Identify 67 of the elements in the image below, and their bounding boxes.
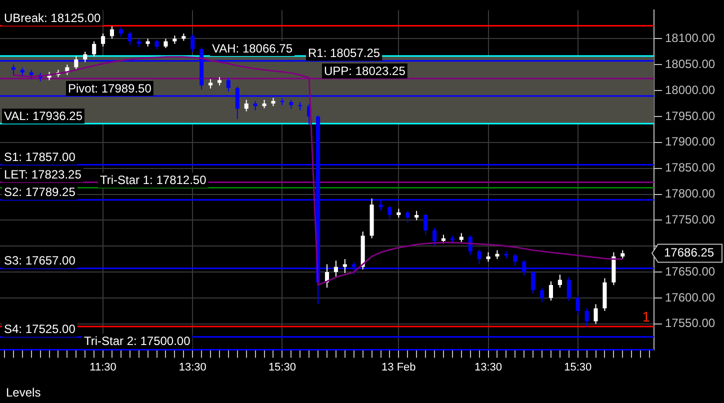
y-tick-label: 17850.00 [665,160,716,175]
x-tick-label: 11:30 [90,361,116,374]
ref-line-label: LET: 17823.25 [4,168,82,182]
candlestick [531,270,536,294]
candlestick [424,213,428,236]
ref-line-label: VAL: 17936.25 [4,108,83,123]
candlestick [101,33,106,47]
candlestick [208,78,213,89]
ref-line-label: S2: 17789.25 [4,185,76,200]
candlestick [83,51,88,63]
candlestick [594,304,598,324]
ref-line-label: Tri-Star 1: 17812.50 [100,173,207,188]
candlestick [406,210,410,224]
text: 17686.25 [664,246,714,260]
candlestick [558,274,562,288]
candlestick [540,287,544,303]
y-tick-label: 17750.00 [665,212,716,226]
ref-line-label: S1: 17857.00 [4,150,76,164]
ref-line-label: UPP: 18023.25 [324,64,406,78]
x-tick-label: 15:30 [564,361,592,374]
candlestick [334,260,338,278]
candlestick [298,101,302,111]
x-tick-label: 13:30 [474,361,502,374]
y-tick-label: 17950.00 [665,108,716,123]
y-tick-label: 18000.00 [665,82,716,97]
candlestick [414,210,419,221]
candlestick [110,26,114,40]
candlestick [253,100,258,111]
candlestick [388,205,392,220]
y-tick-label: 17900.00 [665,134,716,149]
y-tick-label: 17650.00 [665,264,716,278]
candlestick [190,34,195,53]
ref-line-label: R1: 18057.25 [308,46,380,60]
candlestick [92,40,96,57]
ref-line-label: Pivot: 17989.50 [68,81,152,96]
ref-line-label: S3: 17657.00 [4,254,76,268]
y-tick-label: 18050.00 [665,56,716,71]
annotation: 1 [642,308,650,324]
candlestick [154,39,159,50]
candlestick [566,276,571,302]
candlestick [477,249,482,265]
candlestick [486,252,490,262]
ref-line-label: UBreak: 18125.00 [4,11,102,26]
candlestick [584,308,589,327]
y-tick-label: 17600.00 [665,290,716,304]
candlestick [548,280,553,302]
candlestick [226,78,230,92]
text: Levels [6,385,41,400]
candlestick [128,30,132,46]
candlestick [342,258,347,274]
y-tick-label: 17800.00 [665,186,716,201]
x-tick-label: 13 Feb [382,361,416,374]
x-tick-label: 13:30 [178,361,206,374]
candlestick [244,99,248,112]
y-tick-label: 18100.00 [665,31,716,46]
x-tick-label: 15:30 [268,361,296,374]
candlestick [118,26,123,38]
candlestick [432,227,437,246]
y-tick-label: 17550.00 [665,316,716,330]
candlestick [29,69,34,80]
candlestick [576,294,580,316]
ref-line-label: Tri-Star 2: 17500.00 [84,334,191,348]
candlestick [11,64,16,76]
ref-line-label: S4: 17525.00 [4,322,76,336]
candlestick [164,38,168,49]
ref-line-label: VAH: 18066.75 [212,41,293,56]
candlestick [74,56,78,70]
